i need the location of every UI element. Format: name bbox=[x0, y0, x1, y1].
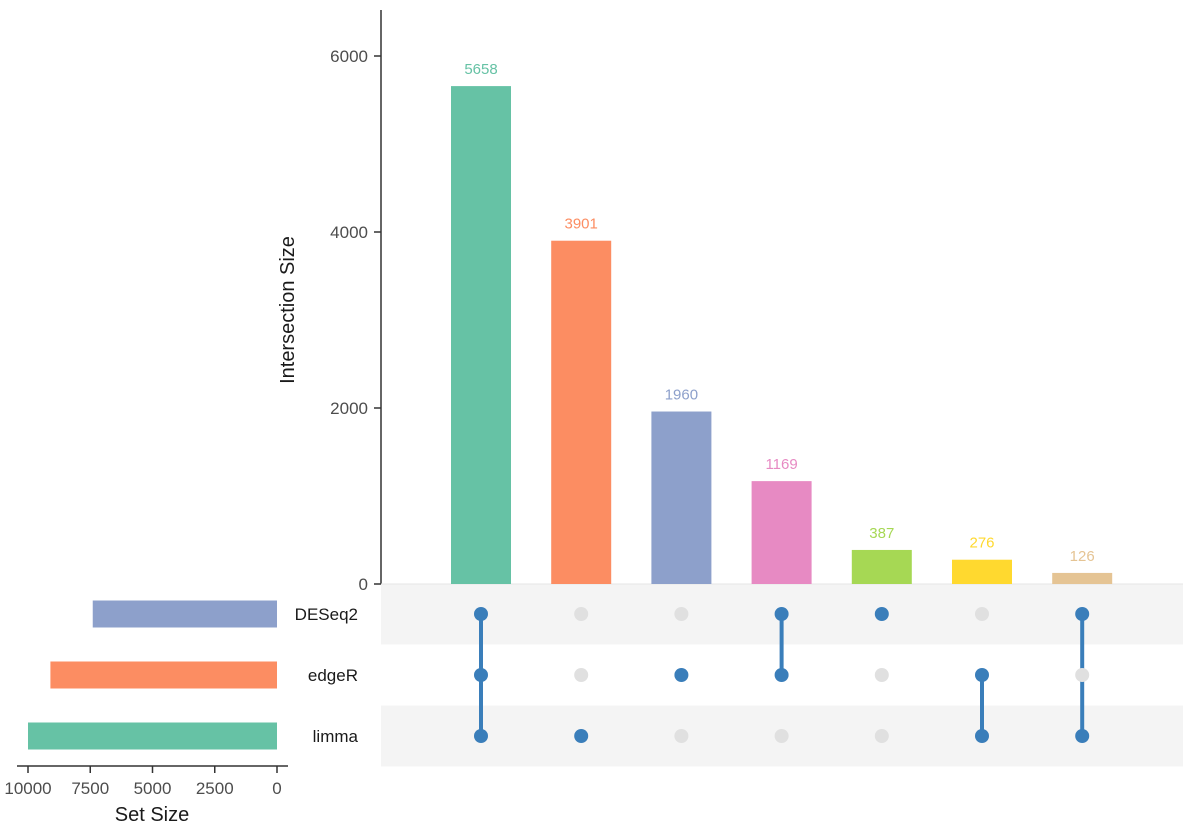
set-size-x-tick-label: 0 bbox=[272, 779, 281, 798]
intersection-bar-label: 1960 bbox=[665, 387, 698, 404]
intersection-bar-label: 387 bbox=[869, 525, 894, 542]
matrix-dot-active bbox=[474, 607, 488, 621]
set-size-x-tick-label: 7500 bbox=[71, 779, 109, 798]
intersection-y-axis-title: Intersection Size bbox=[277, 236, 299, 384]
matrix-dot-inactive bbox=[674, 607, 689, 621]
matrix-dot-active bbox=[474, 668, 488, 682]
intersection-bar bbox=[751, 481, 812, 584]
intersection-bar-label: 1169 bbox=[765, 456, 797, 473]
matrix-dot-inactive bbox=[874, 668, 889, 682]
intersection-bar-label: 5658 bbox=[464, 61, 497, 78]
matrix-dot-active bbox=[574, 729, 589, 743]
intersection-bar-label: 276 bbox=[969, 535, 994, 552]
matrix-dot-active bbox=[975, 729, 989, 743]
matrix-dot-active bbox=[774, 607, 789, 621]
intersection-bar bbox=[551, 240, 612, 584]
intersection-bar bbox=[451, 86, 511, 584]
matrix-dot-active bbox=[1075, 729, 1090, 743]
set-size-bar bbox=[92, 600, 278, 628]
matrix-dot-active bbox=[1075, 607, 1090, 621]
matrix-dot-active bbox=[474, 729, 488, 743]
matrix-dot-active bbox=[774, 668, 789, 682]
intersection-y-tick-label: 6000 bbox=[330, 47, 368, 66]
matrix-dot-inactive bbox=[774, 729, 789, 743]
intersection-y-tick-label: 2000 bbox=[330, 399, 368, 418]
matrix-dot-inactive bbox=[874, 729, 889, 743]
set-size-x-tick-label: 5000 bbox=[134, 779, 172, 798]
set-size-x-tick-label: 2500 bbox=[196, 779, 234, 798]
matrix-dot-active bbox=[975, 668, 989, 682]
set-size-bar bbox=[50, 661, 277, 689]
intersection-bar-label: 3901 bbox=[565, 216, 598, 233]
set-name-label: DESeq2 bbox=[295, 605, 358, 624]
intersection-y-tick-label: 4000 bbox=[330, 223, 368, 242]
set-size-bar bbox=[28, 722, 277, 750]
set-name-label: edgeR bbox=[308, 666, 358, 685]
set-name-label: limma bbox=[313, 727, 359, 746]
intersection-bar-label: 126 bbox=[1070, 548, 1095, 565]
matrix-dot-inactive bbox=[574, 668, 589, 682]
intersection-bar bbox=[851, 549, 912, 584]
matrix-dot-active bbox=[874, 607, 889, 621]
intersection-y-tick-label: 0 bbox=[359, 575, 368, 594]
matrix-dot-inactive bbox=[975, 607, 989, 621]
intersection-bar bbox=[1052, 572, 1113, 584]
intersection-bar bbox=[651, 411, 712, 584]
matrix-dot-inactive bbox=[574, 607, 589, 621]
matrix-dot-inactive bbox=[1075, 668, 1090, 682]
matrix-dot-active bbox=[674, 668, 689, 682]
intersection-bar bbox=[952, 559, 1012, 584]
set-size-x-tick-label: 10000 bbox=[4, 779, 51, 798]
set-size-axis-title: Set Size bbox=[115, 804, 189, 826]
matrix-dot-inactive bbox=[674, 729, 689, 743]
